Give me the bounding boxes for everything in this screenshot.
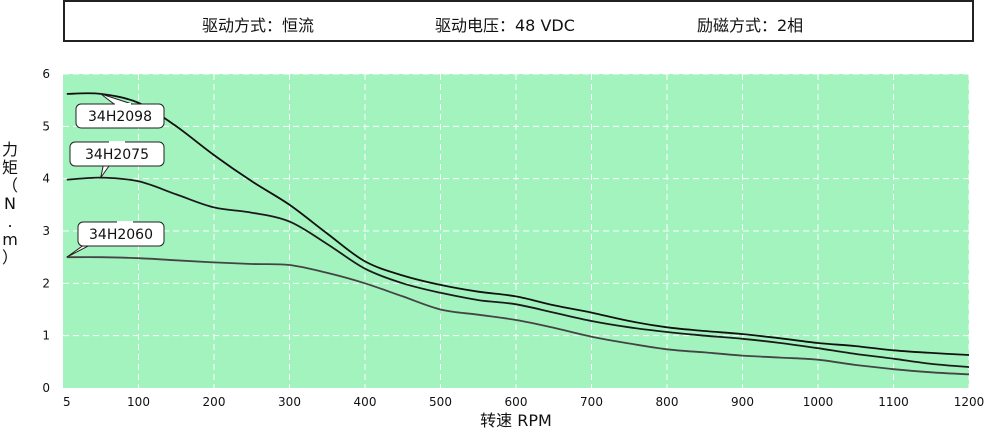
callout-pointer (100, 93, 133, 105)
y-axis-label: 力矩（ N. m） (2, 140, 18, 267)
x-tick-label: 5 (63, 395, 71, 409)
callout-label: 34H2098 (88, 109, 152, 125)
drive-voltage-text: 驱动电压：48 VDC (435, 16, 575, 35)
y-tick-label: 4 (42, 172, 50, 186)
chart-header-box: 驱动方式：恒流 驱动电压：48 VDC 励磁方式：2相 (63, 0, 974, 42)
x-tick-label: 1100 (878, 395, 909, 409)
x-tick-label: 300 (278, 395, 301, 409)
x-tick-label: 200 (203, 395, 226, 409)
x-tick-label: 1200 (954, 395, 985, 409)
x-tick-label: 600 (505, 395, 528, 409)
drive-mode-text: 驱动方式：恒流 (202, 16, 315, 35)
x-tick-label: 700 (580, 395, 603, 409)
x-tick-label: 100 (127, 395, 150, 409)
series-line-34H2098 (66, 92, 970, 356)
y-tick-label: 0 (42, 381, 50, 395)
x-tick-label: 800 (656, 395, 679, 409)
y-tick-label: 3 (42, 224, 50, 238)
y-tick-label: 1 (42, 329, 50, 343)
x-axis-label: 转速 RPM (480, 411, 552, 430)
callout-label: 34H2075 (85, 147, 149, 163)
y-tick-label: 5 (42, 119, 50, 133)
x-tick-label: 1000 (803, 395, 834, 409)
callout-label: 34H2060 (89, 227, 153, 243)
x-tick-label: 400 (354, 395, 377, 409)
series-line-34H2060 (66, 256, 970, 376)
y-tick-label: 2 (42, 276, 50, 290)
excitation-text: 励磁方式：2相 (697, 16, 804, 35)
y-tick-label: 6 (42, 67, 50, 81)
x-tick-label: 900 (731, 395, 754, 409)
series-line-34H2075 (66, 176, 970, 368)
x-tick-label: 500 (429, 395, 452, 409)
